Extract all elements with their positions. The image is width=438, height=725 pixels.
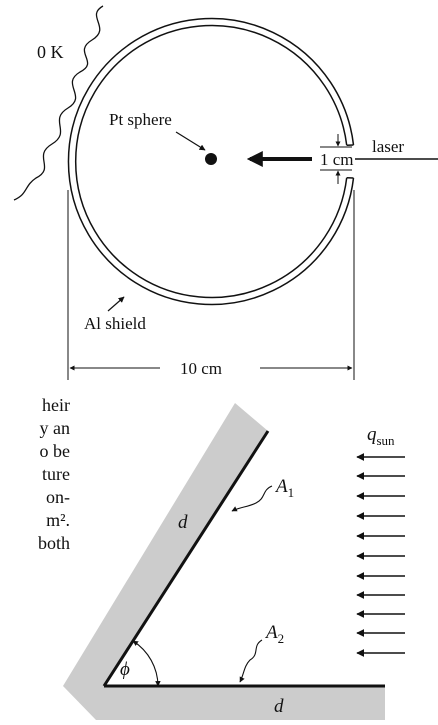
solar-rays <box>356 453 405 657</box>
solar-flux-sub: sun <box>377 433 396 448</box>
angle-label: ϕ <box>120 659 130 680</box>
cold-surroundings-wavy-line <box>13 5 104 201</box>
plate-a1-surface <box>102 430 270 687</box>
length-label-1: d <box>178 512 188 533</box>
radiation-shield-figure: Pt sphere 0 K laser 1 cm Al shield 10 cm <box>13 5 438 380</box>
solar-flux-main: q <box>367 424 377 445</box>
text-fragment-2: y an <box>39 418 71 438</box>
text-fragment-6: m². <box>46 510 70 530</box>
text-fragment-1: heir <box>42 395 70 415</box>
diameter-label: 10 cm <box>180 359 222 378</box>
a2-label: A2 <box>264 622 284 646</box>
al-shield-inner <box>75 24 348 299</box>
text-fragment-3: o be <box>39 441 71 461</box>
a1-pointer <box>231 485 273 512</box>
pt-sphere <box>205 153 217 165</box>
a2-pointer <box>239 639 263 683</box>
v-groove-figure: d d A1 A2 ϕ qsun <box>63 403 405 720</box>
a1-label: A1 <box>274 476 294 500</box>
text-fragment-4: ture <box>42 464 70 484</box>
text-fragment-5: on- <box>46 487 70 507</box>
temperature-label: 0 K <box>37 42 64 62</box>
pt-sphere-pointer <box>175 131 206 151</box>
al-shield-pointer <box>107 296 125 312</box>
angle-arc <box>132 640 161 687</box>
solar-flux-label: qsun <box>367 424 395 448</box>
a2-label-main: A <box>264 622 278 643</box>
text-fragment-7: both <box>37 533 70 553</box>
length-label-2: d <box>274 696 284 717</box>
plate-backing <box>63 403 385 720</box>
a1-label-sub: 1 <box>288 485 295 500</box>
a1-label-main: A <box>274 476 288 497</box>
al-shield-outer <box>67 17 355 306</box>
al-shield-label: Al shield <box>84 314 146 333</box>
pt-sphere-label: Pt sphere <box>109 110 172 129</box>
laser-label: laser <box>372 137 404 156</box>
a2-label-sub: 2 <box>278 631 285 646</box>
aperture-label: 1 cm <box>320 150 354 169</box>
